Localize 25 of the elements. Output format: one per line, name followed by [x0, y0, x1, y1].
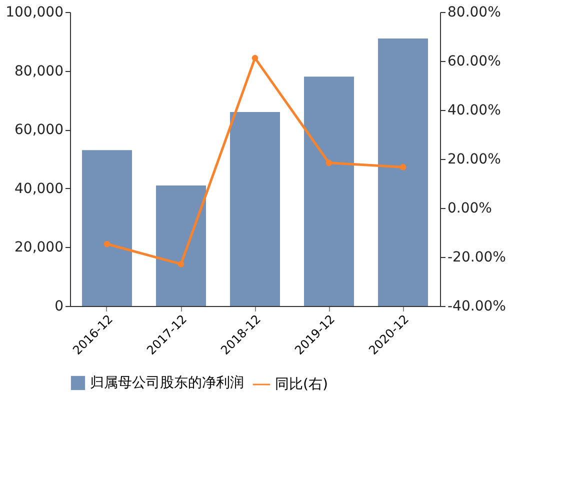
- y2-tick-label: 80.00%: [448, 4, 501, 20]
- point: [178, 260, 184, 268]
- y-tick-label: 100,000: [6, 4, 64, 20]
- y-tick-label: 60,000: [14, 122, 64, 138]
- point: [252, 54, 258, 62]
- point: [326, 160, 332, 166]
- y-tick-label: 0: [54, 298, 64, 314]
- y2-tick-label: 40.00%: [448, 102, 501, 118]
- bar: [82, 150, 132, 306]
- y2-tick-label: -20.00%: [448, 250, 506, 266]
- legend-label: 归属母公司股东的净利润: [90, 375, 244, 391]
- legend-label: 同比(右): [275, 376, 328, 392]
- y-tick-label: 40,000: [14, 180, 64, 197]
- y2-tick-label: 0.00%: [448, 200, 492, 216]
- y2-tick-label: -40.00%: [448, 298, 506, 314]
- bar: [378, 38, 428, 306]
- point: [400, 164, 406, 170]
- y2-tick-label: 20.00%: [448, 152, 501, 168]
- y-tick-label: 20,000: [14, 240, 64, 256]
- bar: [230, 112, 280, 306]
- y-tick-label: 80,000: [14, 63, 64, 80]
- point: [104, 240, 110, 248]
- bar: [304, 76, 354, 306]
- bar: [156, 185, 206, 306]
- y2-tick-label: 60.00%: [448, 54, 501, 70]
